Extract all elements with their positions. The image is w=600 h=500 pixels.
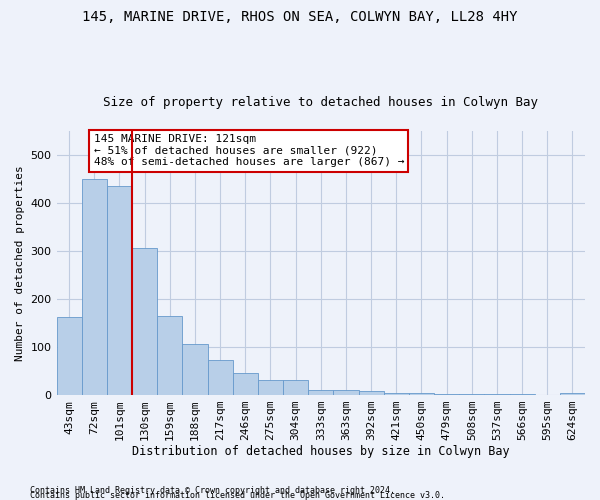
Bar xyxy=(283,380,308,395)
Text: 145, MARINE DRIVE, RHOS ON SEA, COLWYN BAY, LL28 4HY: 145, MARINE DRIVE, RHOS ON SEA, COLWYN B… xyxy=(82,10,518,24)
Bar xyxy=(308,390,334,395)
Bar xyxy=(383,392,409,395)
Bar xyxy=(434,394,459,395)
Bar xyxy=(82,180,107,395)
Bar xyxy=(208,360,233,395)
Bar xyxy=(409,393,434,395)
Bar xyxy=(560,393,585,395)
Text: Contains public sector information licensed under the Open Government Licence v3: Contains public sector information licen… xyxy=(30,490,445,500)
Bar xyxy=(56,317,82,395)
Bar xyxy=(157,316,182,395)
Text: 145 MARINE DRIVE: 121sqm
← 51% of detached houses are smaller (922)
48% of semi-: 145 MARINE DRIVE: 121sqm ← 51% of detach… xyxy=(94,134,404,168)
Y-axis label: Number of detached properties: Number of detached properties xyxy=(15,166,25,361)
Bar xyxy=(233,374,258,395)
Bar xyxy=(107,186,132,395)
Title: Size of property relative to detached houses in Colwyn Bay: Size of property relative to detached ho… xyxy=(103,96,538,110)
X-axis label: Distribution of detached houses by size in Colwyn Bay: Distribution of detached houses by size … xyxy=(132,444,509,458)
Bar xyxy=(334,390,359,395)
Bar xyxy=(258,380,283,395)
Bar xyxy=(359,391,383,395)
Text: Contains HM Land Registry data © Crown copyright and database right 2024.: Contains HM Land Registry data © Crown c… xyxy=(30,486,395,495)
Bar xyxy=(182,344,208,395)
Bar xyxy=(132,248,157,395)
Bar xyxy=(459,394,484,395)
